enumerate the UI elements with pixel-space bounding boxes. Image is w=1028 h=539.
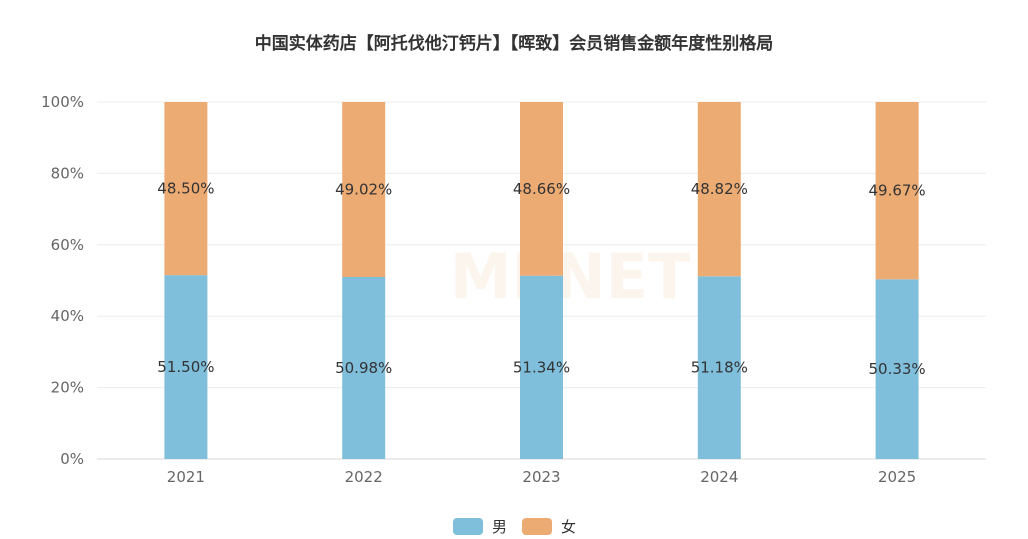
bar-male <box>520 275 563 459</box>
data-label: 48.50% <box>157 180 214 198</box>
y-tick-label: 0% <box>60 450 84 468</box>
x-tick-label: 2024 <box>700 468 738 486</box>
data-label: 51.34% <box>513 358 570 376</box>
x-tick-label: 2023 <box>522 468 560 486</box>
x-tick-label: 2021 <box>167 468 205 486</box>
y-tick-label: 40% <box>51 307 84 325</box>
bar-female <box>164 102 208 276</box>
bar-male <box>164 275 208 459</box>
data-label: 48.66% <box>513 180 570 198</box>
data-label: 48.82% <box>691 180 748 198</box>
legend-label-male[interactable]: 男 <box>492 518 507 536</box>
bar-female <box>875 102 919 280</box>
y-tick-label: 60% <box>51 236 84 254</box>
legend[interactable]: 男女 <box>453 518 576 536</box>
bar-male <box>342 277 386 459</box>
chart-title: 中国实体药店【阿托伐他汀钙片】【晖致】会员销售金额年度性别格局 <box>255 33 774 54</box>
x-tick-label: 2025 <box>878 468 916 486</box>
data-label: 51.50% <box>157 358 214 376</box>
x-tick-label: 2022 <box>345 468 383 486</box>
bar-female <box>342 102 386 278</box>
legend-swatch-female[interactable] <box>522 518 552 535</box>
x-axis-ticks: 2021 2022 2023 2024 2025 <box>167 468 916 486</box>
legend-label-female[interactable]: 女 <box>561 518 576 536</box>
y-tick-label: 20% <box>51 379 84 397</box>
data-label: 50.98% <box>335 359 392 377</box>
y-axis-ticks: 0% 20% 40% 60% 80% 100% <box>41 93 84 468</box>
bars <box>164 102 919 459</box>
bar-female <box>520 102 563 276</box>
data-labels: 51.50% 48.50% 50.98% 49.02% 51.34% 48.66% 51.1… <box>157 180 925 379</box>
data-label: 50.33% <box>868 360 925 378</box>
data-label: 49.67% <box>868 182 925 200</box>
bar-male <box>697 276 741 459</box>
bar-female <box>697 102 741 277</box>
bar-male <box>875 279 919 459</box>
data-label: 49.02% <box>335 181 392 199</box>
data-label: 51.18% <box>691 359 748 377</box>
legend-swatch-male[interactable] <box>453 518 483 535</box>
watermark: MENET <box>450 240 691 313</box>
y-tick-label: 80% <box>51 164 84 182</box>
y-tick-label: 100% <box>41 93 84 111</box>
